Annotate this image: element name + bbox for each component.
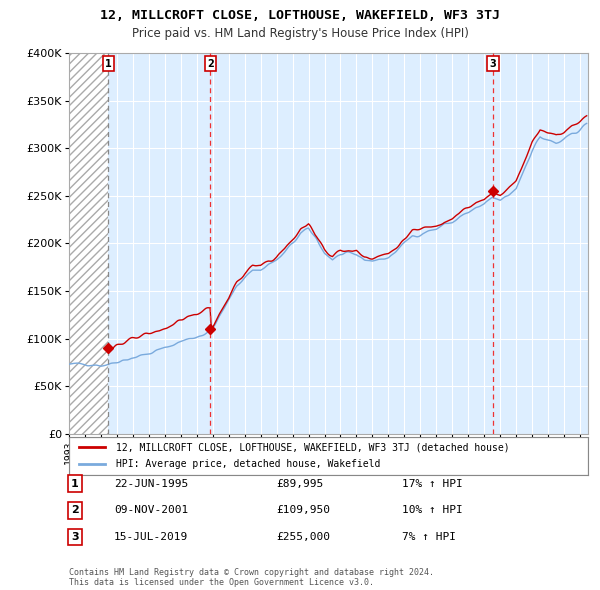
Text: 22-JUN-1995: 22-JUN-1995 bbox=[114, 479, 188, 489]
Text: Contains HM Land Registry data © Crown copyright and database right 2024.
This d: Contains HM Land Registry data © Crown c… bbox=[69, 568, 434, 587]
Text: 1: 1 bbox=[71, 479, 79, 489]
Text: 7% ↑ HPI: 7% ↑ HPI bbox=[402, 532, 456, 542]
Text: HPI: Average price, detached house, Wakefield: HPI: Average price, detached house, Wake… bbox=[116, 459, 380, 469]
Text: 17% ↑ HPI: 17% ↑ HPI bbox=[402, 479, 463, 489]
Text: 3: 3 bbox=[490, 59, 496, 69]
Text: 1: 1 bbox=[105, 59, 112, 69]
Bar bbox=[69, 53, 109, 434]
Text: 2: 2 bbox=[207, 59, 214, 69]
Text: 10% ↑ HPI: 10% ↑ HPI bbox=[402, 506, 463, 515]
Text: 15-JUL-2019: 15-JUL-2019 bbox=[114, 532, 188, 542]
Text: £255,000: £255,000 bbox=[276, 532, 330, 542]
Text: 12, MILLCROFT CLOSE, LOFTHOUSE, WAKEFIELD, WF3 3TJ: 12, MILLCROFT CLOSE, LOFTHOUSE, WAKEFIEL… bbox=[100, 9, 500, 22]
Text: £89,995: £89,995 bbox=[276, 479, 323, 489]
Text: Price paid vs. HM Land Registry's House Price Index (HPI): Price paid vs. HM Land Registry's House … bbox=[131, 27, 469, 40]
Text: 3: 3 bbox=[71, 532, 79, 542]
Text: 12, MILLCROFT CLOSE, LOFTHOUSE, WAKEFIELD, WF3 3TJ (detached house): 12, MILLCROFT CLOSE, LOFTHOUSE, WAKEFIEL… bbox=[116, 442, 509, 453]
Text: 2: 2 bbox=[71, 506, 79, 515]
Text: £109,950: £109,950 bbox=[276, 506, 330, 515]
Text: 09-NOV-2001: 09-NOV-2001 bbox=[114, 506, 188, 515]
